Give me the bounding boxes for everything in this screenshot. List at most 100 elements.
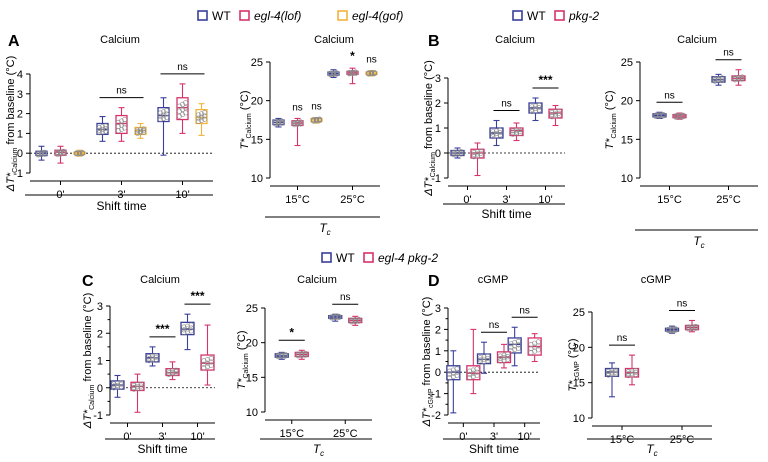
data-point [131,384,137,390]
data-point [609,370,615,376]
data-point [201,361,207,367]
data-point [528,346,534,352]
x-label: Shift time [469,442,519,456]
data-point [166,370,172,376]
data-point [157,110,163,116]
data-point [454,149,460,155]
data-point [529,106,535,112]
data-point [183,105,189,111]
x-tick-label: 0' [123,431,131,443]
data-point [629,368,635,374]
x-tick-label: 10' [517,431,531,443]
data-point [535,347,541,353]
chart-title: Calcium [495,34,535,46]
data-point [176,108,182,114]
data-point [532,348,538,354]
data-point [481,354,487,360]
data-point [458,149,464,155]
y-tick-label: 15 [573,378,585,390]
data-point [138,383,144,389]
data-point [181,324,187,330]
data-point [176,113,182,119]
box-WT-1 [327,69,340,79]
y-tick-label: 10 [573,413,585,425]
data-point [474,153,480,159]
data-point [327,70,333,76]
y-tick-label: 2 [97,328,103,340]
data-point [205,357,211,363]
data-point [474,372,480,378]
box-egl-4 pkg-2-1 [165,361,180,381]
data-point [157,116,163,122]
data-point [528,342,534,348]
data-point [135,382,141,388]
data-point [513,129,519,135]
data-point [199,111,205,117]
data-point [173,367,179,373]
x-label: Tc [319,221,330,237]
sig-label: ns [519,305,530,316]
data-point [170,368,176,374]
data-point [80,150,86,156]
data-point [609,368,615,374]
x-tick-label: 15°C [657,194,682,206]
chart-title: cGMP [478,274,509,286]
y-tick-label: -1 [431,173,441,185]
data-point [313,116,319,122]
data-point [609,372,615,378]
data-point [96,130,102,136]
data-point [693,323,699,329]
data-point [183,100,189,106]
chart-title: Calcium [297,274,337,286]
x-label-sub: c [327,228,331,237]
sig-label: ns [664,90,675,101]
box-WT-2 [528,97,543,122]
data-point [508,344,514,350]
data-point [454,369,460,375]
data-point [195,115,201,121]
data-point [454,372,460,378]
data-point [474,366,480,372]
data-point [512,347,518,353]
box-pkg-2-0 [672,112,687,120]
data-point [96,127,102,133]
sig-label: ns [177,62,188,73]
box-pkg-2-1 [731,69,746,86]
data-point [454,366,460,372]
data-point [685,324,691,330]
box-WT-1 [96,116,109,142]
data-point [279,118,285,124]
box-egl-4(lof)-0 [291,117,304,147]
legend-swatch [239,10,250,21]
data-point [118,380,124,386]
x-tick-label: 15°C [610,434,635,446]
data-point [536,102,542,108]
data-point [141,129,147,135]
data-point [356,316,362,322]
data-point [195,118,201,124]
y-tick-label: 2 [435,98,441,110]
box-WT-0 [450,147,465,159]
y-tick-label: 0 [435,148,441,160]
data-point [529,104,535,110]
data-point [535,343,541,349]
data-point [508,341,514,347]
y-tick-label: 10 [246,407,258,419]
legend-label-0: WT [336,251,355,265]
data-point [552,109,558,115]
data-point [295,351,301,357]
chart-B1: Calcium -1 0 1 2 3 0' 3' 10' Shift time ΔT*Calcium… [423,34,565,221]
data-point [118,382,124,388]
box-egl-4 pkg-2-0 [294,349,309,360]
panel-letter-B: B [428,33,440,50]
data-point [166,371,172,377]
data-point [111,385,117,391]
y-label: ΔT*Calcium from baseline (°C) [82,293,96,430]
y-tick-label: -1 [93,410,103,422]
data-point [474,149,480,155]
data-point [202,110,208,116]
y-label: T*Calcium (°C) [236,330,250,389]
data-point [477,357,483,363]
data-point [471,152,477,158]
